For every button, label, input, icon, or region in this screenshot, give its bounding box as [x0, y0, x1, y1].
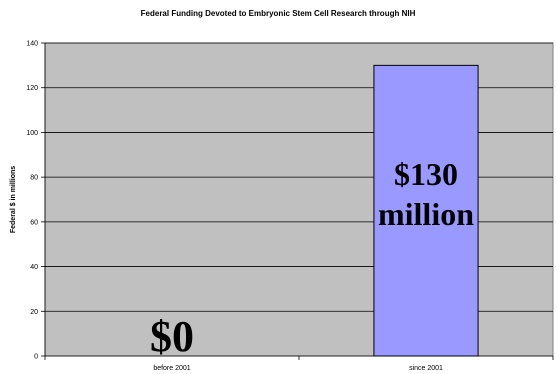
y-tick-label: 0 [34, 354, 38, 361]
x-category-label: since 2001 [409, 365, 443, 372]
bar-annotations: $0 $130 million [150, 156, 474, 361]
y-tick-label: 20 [30, 309, 38, 316]
x-category-label: before 2001 [153, 365, 190, 372]
y-tick-label: 100 [26, 130, 38, 137]
y-tick-label: 80 [30, 175, 38, 182]
y-tick-labels: 0 20 40 60 80 100 120 140 [26, 41, 38, 361]
y-tick-label: 40 [30, 264, 38, 271]
annotation-label: million [378, 196, 474, 232]
y-axis-label: Federal $ in millions [10, 166, 17, 233]
y-tick-label: 60 [30, 219, 38, 226]
x-category-labels: before 2001 since 2001 [153, 365, 443, 372]
bars [373, 64, 479, 357]
annotation-label: $0 [150, 312, 194, 361]
bar-since-2001 [373, 64, 479, 357]
y-tick-label: 140 [26, 41, 38, 48]
chart-title: Federal Funding Devoted to Embryonic Ste… [141, 9, 416, 18]
y-tick-label: 120 [26, 85, 38, 92]
axes [41, 42, 554, 360]
annotation-label: $130 [394, 156, 458, 192]
